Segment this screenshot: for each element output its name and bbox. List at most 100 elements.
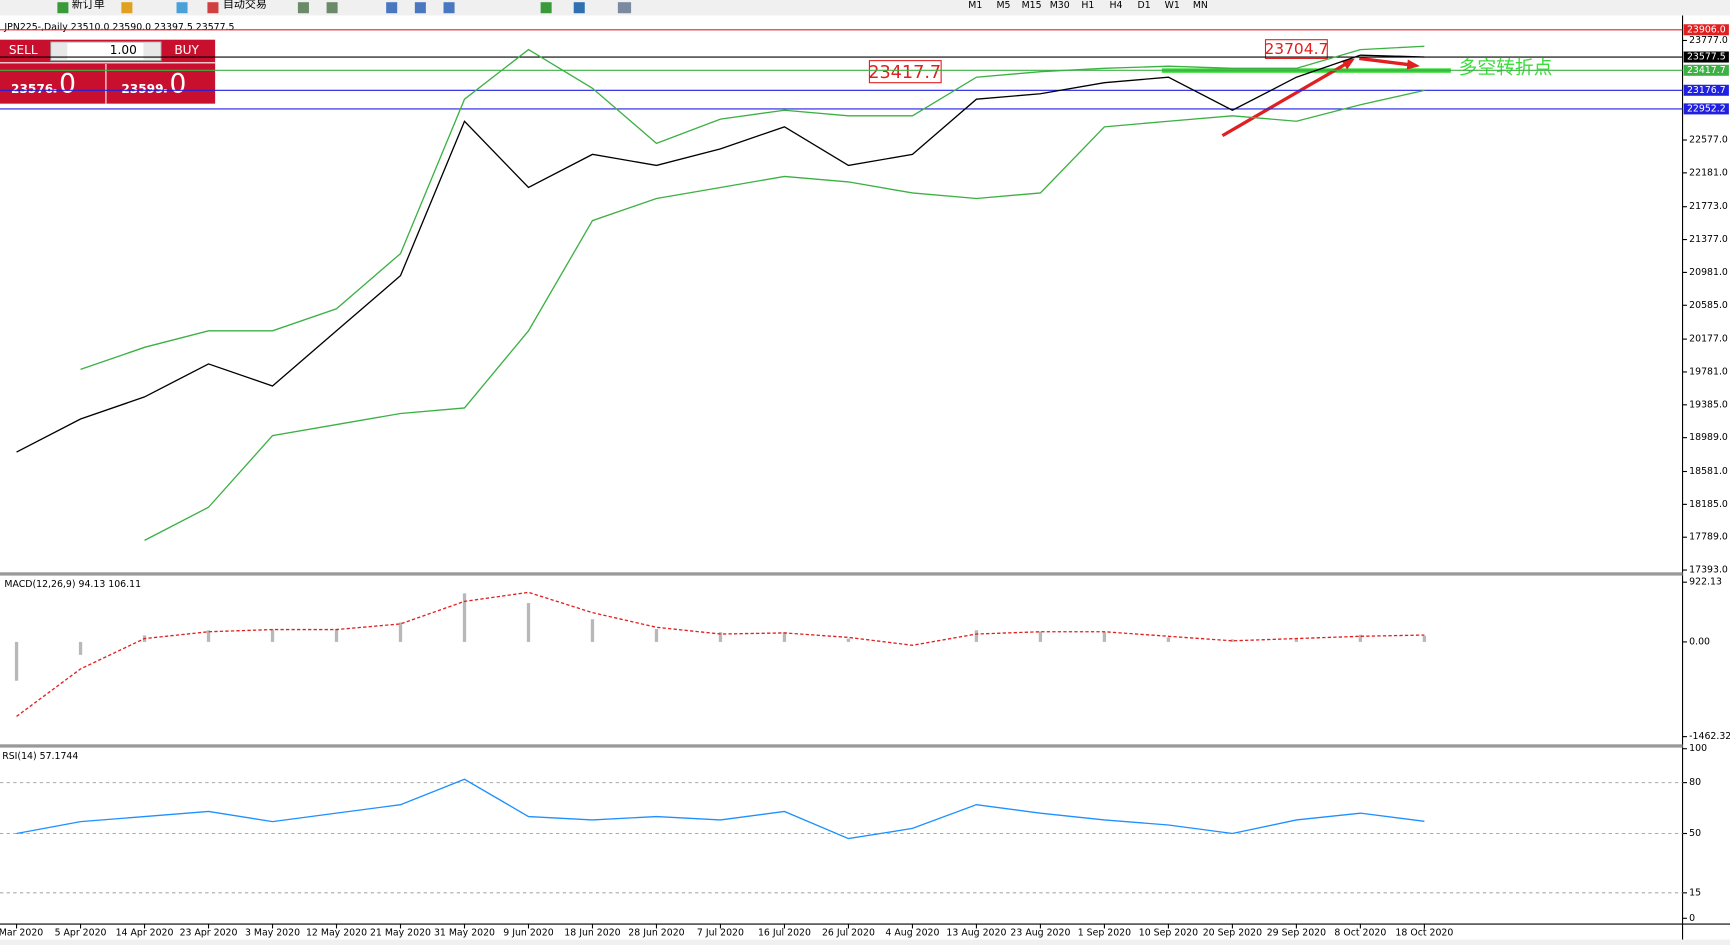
timeframe[interactable]: M5 <box>996 0 1010 11</box>
spin-down[interactable] <box>51 43 68 60</box>
y-tick-label: 0 <box>1689 913 1695 924</box>
lots[interactable]: 1.00 <box>110 43 137 57</box>
icon[interactable] <box>617 2 632 14</box>
macd-title: MACD(12,26,9) 94.13 106.11 <box>4 579 141 590</box>
x-tick-label: 18 Oct 2020 <box>1395 927 1453 938</box>
x-tick-label: 31 May 2020 <box>434 927 495 938</box>
icon[interactable] <box>414 2 426 14</box>
annotation: 23417.7 <box>868 63 941 83</box>
series-line <box>16 591 1425 717</box>
x-tick-label: 9 Jun 2020 <box>503 927 553 938</box>
x-tick-label: 18 Jun 2020 <box>564 927 620 938</box>
x-tick-label: 21 May 2020 <box>370 927 431 938</box>
x-tick-label: 5 Mar 2020 <box>0 927 43 938</box>
icon[interactable] <box>207 2 219 14</box>
timeframe[interactable]: MN <box>1193 0 1208 11</box>
x-tick-label: 23 Apr 2020 <box>180 927 238 938</box>
arrowhead <box>1341 58 1355 70</box>
x-tick-label: 29 Sep 2020 <box>1267 927 1326 938</box>
sell-button[interactable]: SELL <box>9 43 38 57</box>
series-line <box>16 778 1425 840</box>
icon[interactable] <box>297 2 309 14</box>
y-tick-label: 23777.0 <box>1689 35 1728 46</box>
icon[interactable] <box>57 2 69 14</box>
y-tick-label: 19385.0 <box>1689 399 1728 410</box>
x-tick-label: 20 Sep 2020 <box>1203 927 1262 938</box>
icon[interactable] <box>573 2 585 14</box>
panel-divider <box>0 572 1683 576</box>
series-line <box>144 89 1425 541</box>
y-tick-label: 18185.0 <box>1689 499 1728 510</box>
price-tag-label: 22952.2 <box>1687 103 1726 114</box>
price-tag-label: 23176.7 <box>1687 85 1726 96</box>
y-tick-label: 100 <box>1689 743 1707 754</box>
y-tick-label: 17789.0 <box>1689 532 1728 543</box>
toolbar <box>0 0 1730 16</box>
chart-header: JPN225-,Daily 23510.0 23590.0 23397.5 23… <box>3 22 234 33</box>
y-tick-label: 22181.0 <box>1689 167 1728 178</box>
price-tag <box>1683 51 1729 63</box>
icon[interactable] <box>121 2 133 14</box>
timeframe[interactable]: M15 <box>1022 0 1042 11</box>
x-tick-label: 16 Jul 2020 <box>758 927 811 938</box>
icon[interactable] <box>540 2 552 14</box>
price-tag <box>1683 24 1729 36</box>
sell-price[interactable]: 23576 <box>11 82 53 96</box>
y-tick-label: 922.13 <box>1689 577 1722 588</box>
y-tick-label: 50 <box>1689 828 1701 839</box>
buy-price-frac[interactable]: .0 <box>161 68 186 99</box>
series-line <box>80 45 1425 371</box>
y-tick-label: 17393.0 <box>1689 565 1728 576</box>
timeframe[interactable]: H1 <box>1081 0 1094 11</box>
y-tick-label: -1462.32 <box>1689 731 1730 742</box>
trade-panel: SELL 1.00 BUY 23576 .0 23599 .0 <box>0 39 216 104</box>
x-tick-label: 5 Apr 2020 <box>55 927 107 938</box>
y-tick-label: 0.00 <box>1689 636 1710 647</box>
x-tick-label: 12 May 2020 <box>306 927 367 938</box>
chart-layer: 23777.0 22577.0 22181.0 21773.0 21377.0 20981… <box>0 24 1730 938</box>
auto-trading[interactable]: 自动交易 <box>223 0 267 10</box>
y-tick-label: 80 <box>1689 777 1701 788</box>
x-tick-label: 8 Oct 2020 <box>1334 927 1386 938</box>
y-tick-label: 18989.0 <box>1689 432 1728 443</box>
timeframe[interactable]: M1 <box>968 0 982 11</box>
timeframe[interactable]: W1 <box>1165 0 1180 11</box>
icon[interactable] <box>386 2 398 14</box>
y-tick-label: 21377.0 <box>1689 234 1728 245</box>
buy-price[interactable]: 23599 <box>121 82 163 96</box>
x-tick-label: 10 Sep 2020 <box>1139 927 1198 938</box>
icon[interactable] <box>176 2 188 14</box>
annotation-box <box>868 60 942 84</box>
annotation-box <box>1264 39 1328 59</box>
icon[interactable] <box>443 2 455 14</box>
status-strip <box>0 939 1730 945</box>
price-tag-label: 23906.0 <box>1687 24 1726 35</box>
trend-arrow <box>1359 56 1413 67</box>
rsi-title: RSI(14) 57.1744 <box>2 751 78 762</box>
new-order[interactable]: 新订单 <box>72 0 105 10</box>
spin-up[interactable] <box>143 43 160 60</box>
timeframe[interactable]: D1 <box>1138 0 1151 11</box>
sell-price-frac[interactable]: .0 <box>51 68 76 99</box>
x-tick-label: 3 May 2020 <box>245 927 300 938</box>
timeframe[interactable]: M30 <box>1050 0 1070 11</box>
x-tick-label: 14 Apr 2020 <box>116 927 174 938</box>
panel-divider <box>0 744 1683 748</box>
annotation: 23704.7 <box>1264 40 1328 58</box>
lots-input[interactable] <box>50 41 162 62</box>
buy-button[interactable]: BUY <box>174 43 199 57</box>
series-line <box>16 54 1425 453</box>
y-tick-label: 22577.0 <box>1689 135 1728 146</box>
price-tag <box>1683 64 1729 76</box>
x-tick-label: 13 Aug 2020 <box>946 927 1006 938</box>
trend-arrow <box>1221 59 1353 138</box>
y-tick-label: 18581.0 <box>1689 466 1728 477</box>
icon[interactable] <box>326 2 338 14</box>
y-tick-label: 20981.0 <box>1689 267 1728 278</box>
y-tick-label: 21773.0 <box>1689 201 1728 212</box>
timeframe[interactable]: H4 <box>1110 0 1123 11</box>
x-tick-label: 4 Aug 2020 <box>885 927 939 938</box>
